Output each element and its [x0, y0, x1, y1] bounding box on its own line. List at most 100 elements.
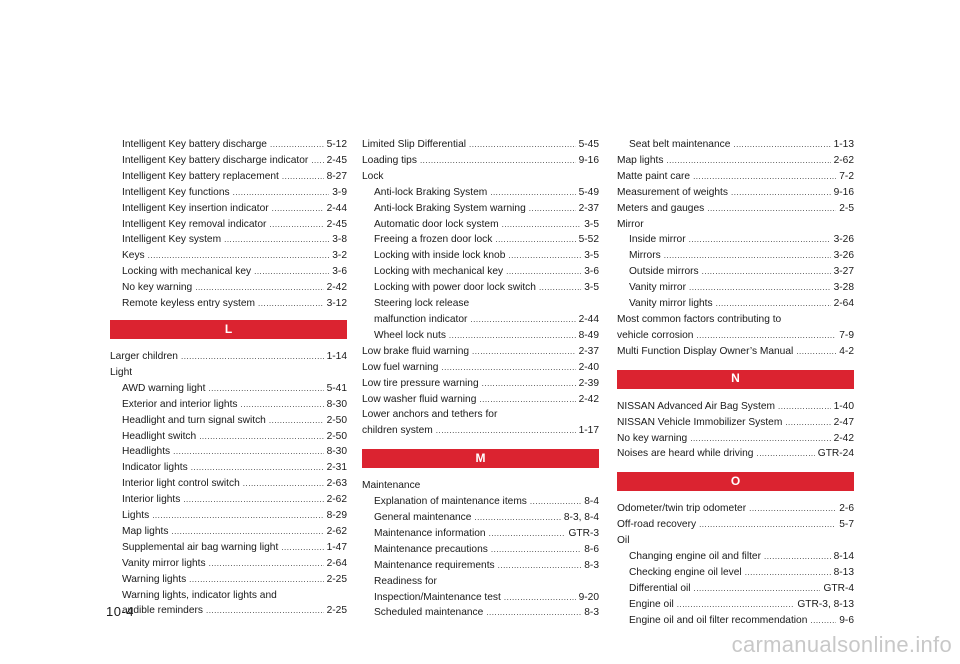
- dot-leader: [702, 264, 831, 280]
- index-entry: Vanity mirror lights 2-64: [110, 556, 347, 572]
- index-entry: Locking with inside lock knob 3-5: [362, 248, 599, 264]
- index-entry-page: 5-12: [326, 139, 347, 150]
- index-entry-term: Headlight switch: [122, 430, 197, 442]
- index-entry-page: 8-4: [584, 496, 599, 508]
- index-entry-term: Multi Function Display Owner’s Manual: [617, 345, 794, 357]
- index-entry: Indicator lights 2-31: [110, 460, 347, 476]
- index-entry-page: GTR-3: [568, 527, 599, 539]
- index-entry-term: Maintenance requirements: [374, 559, 495, 571]
- index-entry-term: Intelligent Key removal indicator: [122, 218, 267, 230]
- index-entry: Engine oil GTR-3, 8-13: [617, 597, 854, 613]
- dot-leader: [209, 556, 324, 572]
- index-entry: Map lights 2-62: [617, 153, 854, 169]
- index-entry: Lower anchors and tethers for: [362, 407, 599, 423]
- dot-leader: [472, 344, 576, 360]
- dot-leader: [479, 392, 575, 408]
- index-entry-page: 8-3, 8-4: [563, 512, 599, 524]
- index-entry-term: Lock: [362, 170, 384, 182]
- index-entry: Headlights 8-30: [110, 444, 347, 460]
- dot-leader: [469, 137, 576, 153]
- index-entry: Mirror: [617, 217, 854, 233]
- index-entry-page: 3-9: [332, 186, 347, 198]
- section-header-m: M: [362, 449, 599, 469]
- index-entry-term: Larger children: [110, 350, 178, 362]
- index-entry-page: 8-27: [326, 170, 347, 182]
- index-entry-page: 8-6: [584, 543, 599, 555]
- index-entry: Matte paint care 7-2: [617, 169, 854, 185]
- index-entry-term: Locking with mechanical key: [374, 266, 504, 278]
- index-entry-term: NISSAN Advanced Air Bag System: [617, 400, 775, 412]
- index-entry-page: 3-5: [584, 250, 599, 262]
- index-entry-term: Anti-lock Braking System: [374, 186, 488, 198]
- index-entry-page: 3-8: [332, 234, 347, 246]
- dot-leader: [258, 296, 324, 312]
- index-entry-page: GTR-4: [823, 582, 854, 594]
- index-entry-term: Low brake fluid warning: [362, 345, 470, 357]
- index-entry-page: 2-42: [578, 393, 599, 405]
- dot-leader: [281, 540, 323, 556]
- index-entry-term: Checking engine oil level: [629, 566, 742, 578]
- index-group: Larger children 1-14 Light AWD warning ligh…: [110, 349, 347, 619]
- index-entry-term: Off-road recovery: [617, 519, 697, 531]
- index-entry: NISSAN Advanced Air Bag System 1-40: [617, 399, 854, 415]
- index-entry: No key warning 2-42: [617, 431, 854, 447]
- dot-leader: [506, 264, 581, 280]
- index-entry: Keys 3-2: [110, 248, 347, 264]
- index-entry-term: Map lights: [617, 154, 664, 166]
- index-entry-term: Intelligent Key battery discharge: [122, 139, 267, 150]
- index-entry-page: 2-40: [578, 361, 599, 373]
- dot-leader: [529, 201, 576, 217]
- index-entry: Low tire pressure warning 2-39: [362, 376, 599, 392]
- index-entry: Lock: [362, 169, 599, 185]
- index-entry: Inspection/Maintenance test 9-20: [362, 590, 599, 606]
- index-entry: Multi Function Display Owner’s Manual 4-2: [617, 344, 854, 360]
- index-entry-term: children system: [362, 425, 433, 437]
- dot-leader: [508, 248, 581, 264]
- index-entry-page: 4-2: [839, 345, 854, 357]
- index-entry-term: Limited Slip Differential: [362, 139, 466, 150]
- index-entry-page: 8-29: [326, 510, 347, 522]
- index-entry-page: 2-50: [326, 414, 347, 426]
- index-entry-page: 2-31: [326, 462, 347, 474]
- dot-leader: [183, 492, 323, 508]
- index-entry-term: AWD warning light: [122, 382, 206, 394]
- dot-leader: [195, 280, 323, 296]
- dot-leader: [498, 558, 582, 574]
- dot-leader: [504, 590, 576, 606]
- index-entry: Automatic door lock system 3-5: [362, 217, 599, 233]
- index-entry: Headlight and turn signal switch 2-50: [110, 413, 347, 429]
- dot-leader: [530, 494, 581, 510]
- index-entry-term: Anti-lock Braking System warning: [374, 202, 526, 214]
- index-entry-term: Lower anchors and tethers for: [362, 409, 498, 421]
- dot-leader: [749, 501, 836, 517]
- section-header-o: O: [617, 472, 854, 492]
- index-entry: Steering lock release: [362, 296, 599, 312]
- index-entry-page: 3-28: [833, 282, 854, 294]
- index-entry-page: 8-30: [326, 446, 347, 458]
- dot-leader: [199, 429, 323, 445]
- index-entry-term: Locking with mechanical key: [122, 266, 252, 278]
- dot-leader: [694, 581, 821, 597]
- dot-leader: [270, 137, 324, 153]
- index-entry: Lights 8-29: [110, 508, 347, 524]
- index-entry-term: Differential oil: [629, 582, 691, 594]
- index-entry-page: 5-41: [326, 382, 347, 394]
- index-entry-page: 2-5: [839, 202, 854, 214]
- index-entry-page: 8-49: [578, 329, 599, 341]
- index-entry-term: Maintenance precautions: [374, 543, 488, 555]
- index-entry-term: Wheel lock nuts: [374, 329, 446, 341]
- dot-leader: [489, 526, 566, 542]
- dot-leader: [191, 460, 324, 476]
- index-entry-page: 7-9: [839, 329, 854, 341]
- index-entry-term: Maintenance: [362, 480, 421, 492]
- index-entry-term: Loading tips: [362, 154, 417, 166]
- index-entry-term: Intelligent Key battery replacement: [122, 170, 279, 182]
- index-entry-page: 1-14: [326, 350, 347, 362]
- index-entry-page: 3-5: [584, 218, 599, 230]
- index-entry: malfunction indicator 2-44: [362, 312, 599, 328]
- index-entry-page: 9-6: [839, 614, 854, 626]
- dot-leader: [731, 185, 831, 201]
- dot-leader: [764, 549, 831, 565]
- section-header-n: N: [617, 369, 854, 389]
